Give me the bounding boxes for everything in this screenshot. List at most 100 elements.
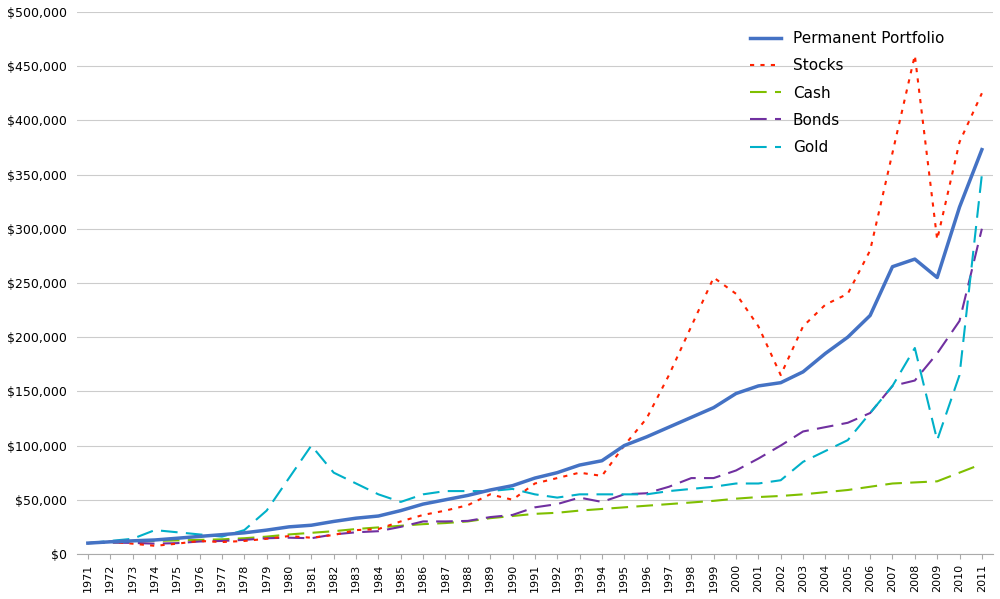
Line: Bonds: Bonds [88, 229, 982, 544]
Cash [886, 480, 898, 487]
Gold [596, 491, 608, 498]
Permanent Portfolio [328, 518, 340, 525]
Bonds [395, 524, 407, 531]
Stocks [507, 496, 519, 503]
Cash [216, 536, 228, 543]
Bonds [104, 539, 116, 546]
Bonds [149, 540, 161, 547]
Gold [350, 480, 362, 487]
Legend: Permanent Portfolio, Stocks, Cash, Bonds, Gold: Permanent Portfolio, Stocks, Cash, Bonds… [744, 25, 950, 161]
Bonds [194, 538, 206, 545]
Bonds [708, 474, 720, 482]
Cash [439, 519, 451, 527]
Permanent Portfolio [976, 146, 988, 153]
Bonds [328, 531, 340, 538]
Bonds [775, 442, 787, 449]
Permanent Portfolio [685, 414, 697, 421]
Bonds [350, 529, 362, 536]
Permanent Portfolio [842, 334, 854, 341]
Bonds [574, 494, 586, 501]
Gold [216, 533, 228, 540]
Stocks [641, 415, 653, 422]
Bonds [752, 455, 764, 462]
Gold [507, 485, 519, 492]
Permanent Portfolio [752, 382, 764, 389]
Cash [752, 494, 764, 501]
Gold [864, 410, 876, 417]
Cash [328, 528, 340, 535]
Bonds [976, 225, 988, 232]
Stocks [328, 531, 340, 539]
Permanent Portfolio [618, 442, 630, 449]
Gold [283, 474, 295, 482]
Gold [752, 480, 764, 487]
Cash [149, 537, 161, 544]
Stocks [283, 533, 295, 540]
Bonds [909, 377, 921, 384]
Stocks [82, 540, 94, 547]
Permanent Portfolio [305, 522, 317, 529]
Gold [730, 480, 742, 487]
Bonds [954, 317, 966, 325]
Permanent Portfolio [551, 469, 563, 476]
Stocks [551, 474, 563, 482]
Permanent Portfolio [708, 404, 720, 411]
Permanent Portfolio [886, 263, 898, 270]
Bonds [819, 423, 831, 431]
Gold [931, 437, 943, 444]
Bonds [507, 512, 519, 519]
Stocks [417, 512, 429, 519]
Permanent Portfolio [574, 461, 586, 468]
Cash [909, 479, 921, 486]
Bonds [305, 535, 317, 542]
Permanent Portfolio [797, 368, 809, 376]
Line: Stocks: Stocks [88, 55, 982, 546]
Gold [574, 491, 586, 498]
Gold [127, 535, 139, 542]
Bonds [417, 518, 429, 525]
Cash [864, 483, 876, 491]
Cash [238, 535, 250, 542]
Cash [350, 525, 362, 533]
Gold [171, 529, 183, 536]
Stocks [618, 442, 630, 449]
Bonds [82, 540, 94, 547]
Gold [529, 491, 541, 498]
Permanent Portfolio [819, 350, 831, 357]
Cash [708, 497, 720, 504]
Stocks [886, 149, 898, 156]
Stocks [529, 480, 541, 487]
Bonds [685, 474, 697, 482]
Stocks [931, 236, 943, 243]
Stocks [261, 535, 273, 542]
Permanent Portfolio [238, 530, 250, 537]
Line: Gold: Gold [88, 174, 982, 543]
Permanent Portfolio [104, 539, 116, 546]
Cash [462, 518, 474, 525]
Cash [730, 495, 742, 503]
Bonds [931, 350, 943, 357]
Bonds [730, 467, 742, 474]
Permanent Portfolio [596, 457, 608, 464]
Cash [507, 512, 519, 519]
Gold [82, 540, 94, 547]
Stocks [462, 501, 474, 509]
Cash [372, 524, 384, 531]
Stocks [864, 247, 876, 254]
Gold [261, 507, 273, 514]
Bonds [439, 518, 451, 525]
Cash [797, 491, 809, 498]
Bonds [216, 537, 228, 544]
Gold [976, 171, 988, 178]
Stocks [350, 527, 362, 534]
Gold [439, 488, 451, 495]
Permanent Portfolio [641, 433, 653, 440]
Cash [395, 522, 407, 530]
Gold [328, 469, 340, 476]
Bonds [127, 539, 139, 546]
Bonds [864, 410, 876, 417]
Permanent Portfolio [954, 204, 966, 211]
Permanent Portfolio [864, 312, 876, 319]
Cash [283, 531, 295, 538]
Permanent Portfolio [127, 537, 139, 544]
